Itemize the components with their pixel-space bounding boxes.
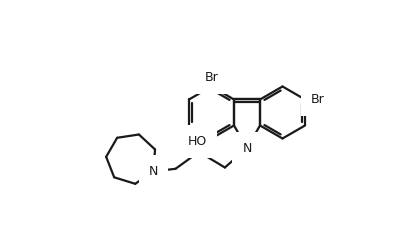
Text: Br: Br [205, 71, 219, 84]
Text: N: N [242, 141, 252, 154]
Text: HO: HO [187, 135, 207, 148]
Text: N: N [149, 165, 158, 178]
Text: Br: Br [311, 93, 325, 106]
